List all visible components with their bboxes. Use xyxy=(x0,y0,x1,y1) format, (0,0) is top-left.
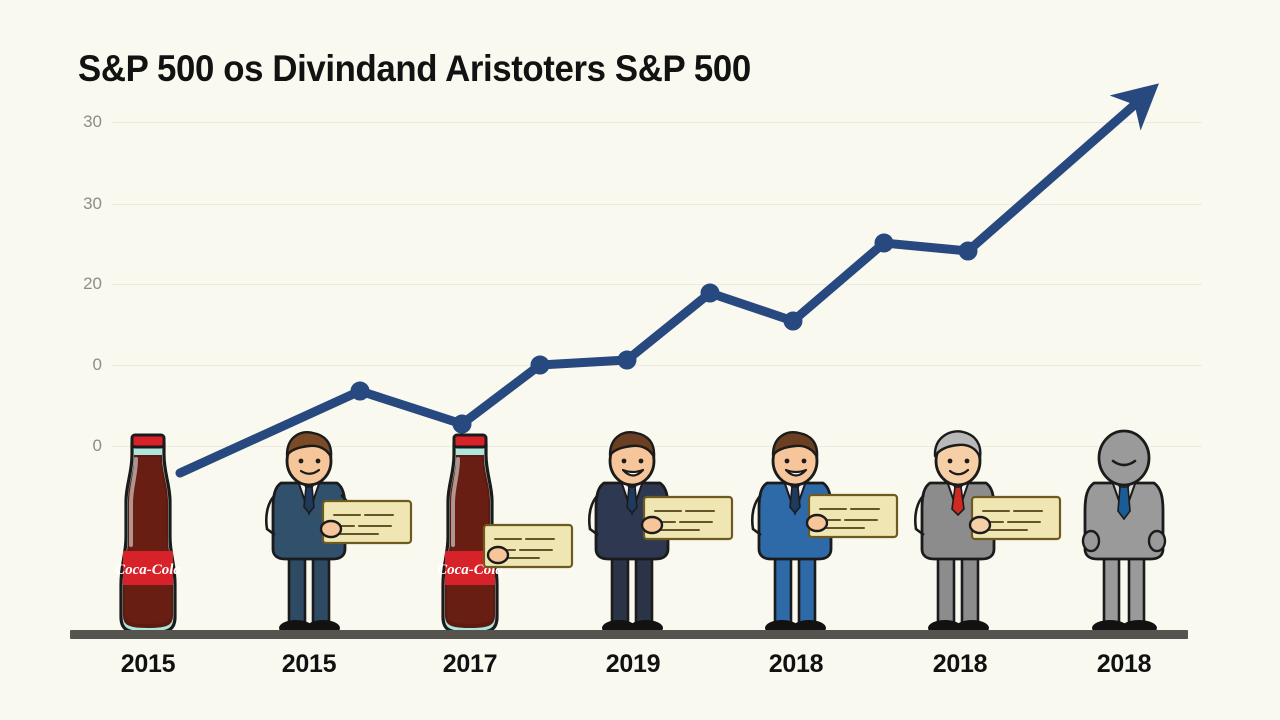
x-axis-tick-3: 2019 xyxy=(605,650,661,678)
coke-bottle-icon-1 xyxy=(113,433,184,635)
businessman-figure-1 xyxy=(264,431,413,636)
x-axis-tick-6: 2018 xyxy=(1096,650,1152,678)
silhouette-figure xyxy=(1081,429,1167,636)
x-axis-tick-5: 2018 xyxy=(932,650,988,678)
coke-bottle-icon-2 xyxy=(435,433,574,635)
page-title: S&P 500 os Divindand Aristoters S&P 500 xyxy=(78,48,751,89)
x-axis-tick-0: 2015 xyxy=(120,650,176,678)
x-axis-tick-4: 2018 xyxy=(768,650,824,678)
y-axis-tick-2: 20 xyxy=(83,274,102,293)
y-axis-tick-3: 0 xyxy=(92,355,102,374)
businessman-figure-2 xyxy=(587,431,734,636)
x-axis-tick-1: 2015 xyxy=(281,650,337,678)
x-axis-tick-2: 2017 xyxy=(442,650,498,678)
y-axis-tick-0: 30 xyxy=(83,112,102,131)
businessman-figure-3 xyxy=(750,431,899,636)
y-axis-tick-4: 0 xyxy=(92,436,102,455)
baseline-bar xyxy=(70,630,1188,639)
businessman-figure-4 xyxy=(913,430,1062,636)
y-axis-tick-1: 30 xyxy=(83,194,102,213)
